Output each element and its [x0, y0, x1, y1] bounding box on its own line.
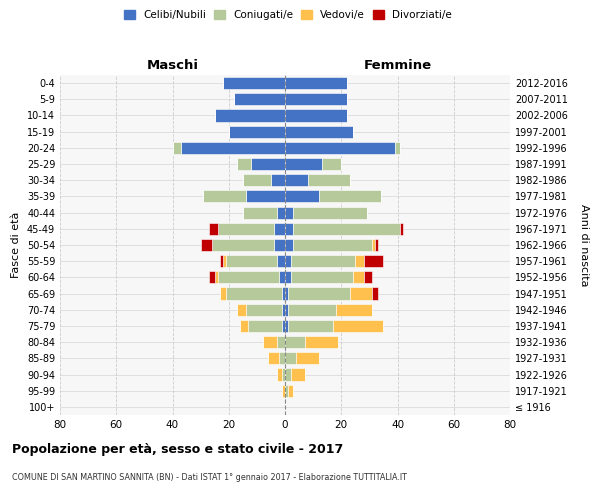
Text: Maschi: Maschi [146, 59, 199, 72]
Bar [245, 190, 285, 202]
Bar [218, 272, 280, 283]
Bar [285, 142, 395, 154]
Bar [277, 255, 285, 268]
Bar [277, 368, 282, 380]
Bar [200, 239, 212, 251]
Bar [355, 255, 364, 268]
Text: COMUNE DI SAN MARTINO SANNITA (BN) - Dati ISTAT 1° gennaio 2017 - Elaborazione T: COMUNE DI SAN MARTINO SANNITA (BN) - Dat… [12, 472, 407, 482]
Bar [288, 320, 333, 332]
Bar [203, 190, 245, 202]
Bar [212, 239, 274, 251]
Bar [296, 352, 319, 364]
Bar [243, 174, 271, 186]
Bar [285, 255, 290, 268]
Bar [285, 174, 308, 186]
Bar [290, 255, 355, 268]
Bar [293, 239, 372, 251]
Bar [285, 272, 290, 283]
Bar [173, 142, 181, 154]
Bar [285, 206, 293, 218]
Bar [395, 142, 400, 154]
Bar [333, 320, 383, 332]
Bar [282, 288, 285, 300]
Bar [223, 77, 285, 89]
Bar [277, 336, 285, 348]
Bar [322, 158, 341, 170]
Bar [215, 272, 218, 283]
Bar [364, 255, 383, 268]
Text: Popolazione per età, sesso e stato civile - 2017: Popolazione per età, sesso e stato civil… [12, 442, 343, 456]
Bar [226, 288, 282, 300]
Bar [209, 272, 215, 283]
Bar [245, 304, 282, 316]
Bar [288, 288, 350, 300]
Text: Femmine: Femmine [364, 59, 431, 72]
Y-axis label: Anni di nascita: Anni di nascita [578, 204, 589, 286]
Bar [372, 239, 375, 251]
Bar [282, 384, 285, 397]
Bar [285, 304, 288, 316]
Bar [282, 304, 285, 316]
Y-axis label: Fasce di età: Fasce di età [11, 212, 21, 278]
Bar [305, 336, 338, 348]
Bar [268, 352, 280, 364]
Bar [285, 110, 347, 122]
Bar [209, 222, 218, 235]
Bar [308, 174, 350, 186]
Bar [280, 272, 285, 283]
Bar [243, 206, 277, 218]
Bar [285, 384, 288, 397]
Bar [400, 222, 403, 235]
Bar [288, 384, 293, 397]
Bar [240, 320, 248, 332]
Bar [285, 190, 319, 202]
Bar [375, 239, 378, 251]
Bar [237, 304, 245, 316]
Bar [285, 222, 293, 235]
Bar [353, 272, 364, 283]
Bar [364, 272, 372, 283]
Bar [251, 158, 285, 170]
Bar [290, 272, 353, 283]
Bar [293, 222, 400, 235]
Bar [280, 352, 285, 364]
Bar [285, 77, 347, 89]
Bar [181, 142, 285, 154]
Bar [215, 110, 285, 122]
Bar [282, 368, 285, 380]
Bar [285, 239, 293, 251]
Bar [263, 336, 277, 348]
Bar [229, 126, 285, 138]
Legend: Celibi/Nubili, Coniugati/e, Vedovi/e, Divorziati/e: Celibi/Nubili, Coniugati/e, Vedovi/e, Di… [122, 8, 454, 22]
Bar [285, 368, 290, 380]
Bar [285, 336, 305, 348]
Bar [277, 206, 285, 218]
Bar [218, 222, 274, 235]
Bar [226, 255, 277, 268]
Bar [319, 190, 380, 202]
Bar [372, 288, 378, 300]
Bar [235, 93, 285, 106]
Bar [335, 304, 372, 316]
Bar [285, 158, 322, 170]
Bar [293, 206, 367, 218]
Bar [274, 239, 285, 251]
Bar [285, 93, 347, 106]
Bar [248, 320, 282, 332]
Bar [282, 320, 285, 332]
Bar [288, 304, 335, 316]
Bar [274, 222, 285, 235]
Bar [285, 352, 296, 364]
Bar [220, 255, 223, 268]
Bar [271, 174, 285, 186]
Bar [223, 255, 226, 268]
Bar [220, 288, 226, 300]
Bar [237, 158, 251, 170]
Bar [290, 368, 305, 380]
Bar [350, 288, 372, 300]
Bar [285, 288, 288, 300]
Bar [285, 126, 353, 138]
Bar [285, 320, 288, 332]
